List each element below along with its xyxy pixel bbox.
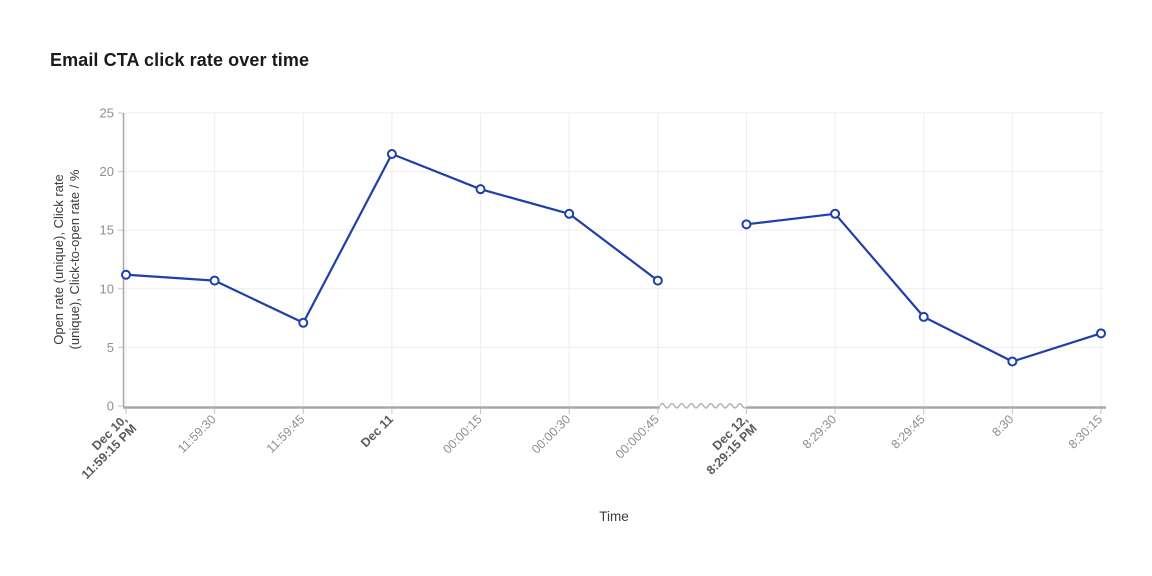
x-tick-label-group: Dec 12,8:29:15 PM [694, 412, 760, 477]
x-tick-label-group: Dec 11 [358, 412, 396, 450]
chart-title: Email CTA click rate over time [50, 50, 310, 70]
axis-break-icon [659, 402, 747, 409]
x-tick-label: 00:00:30 [529, 412, 573, 456]
data-point[interactable] [918, 311, 929, 322]
data-point[interactable] [564, 208, 575, 219]
x-tick-label: 11:59:30 [175, 412, 219, 456]
y-axis-title: (unique), Click-to-open rate / % [67, 169, 82, 349]
x-tick-label-group: Dec 10,11:59:15 PM [70, 412, 140, 482]
x-tick-label: Dec 10,11:59:15 PM [70, 412, 140, 482]
y-tick-label: 20 [100, 164, 114, 179]
y-axis-title: Open rate (unique), Click rate [51, 174, 66, 345]
y-tick-label: 5 [107, 340, 114, 355]
x-tick-label: 8:29:45 [888, 412, 927, 451]
x-tick-label: 00:000:45 [613, 412, 662, 461]
y-tick-label: 0 [107, 399, 114, 414]
x-tick-label: 00:00:15 [440, 412, 484, 456]
x-tick-label-group: 8:30:15 [1066, 412, 1105, 451]
data-point[interactable] [209, 275, 220, 286]
data-point[interactable] [1096, 328, 1106, 339]
data-point[interactable] [386, 149, 397, 160]
x-tick-label: 8:30 [989, 412, 1016, 439]
x-tick-label: Dec 12,8:29:15 PM [694, 412, 759, 477]
y-tick-label: 10 [100, 281, 114, 296]
data-point[interactable] [830, 208, 841, 219]
x-tick-label: Dec 11 [358, 412, 396, 450]
data-point[interactable] [741, 219, 752, 230]
data-point[interactable] [1007, 356, 1018, 367]
x-tick-label-group: 11:59:45 [264, 412, 308, 456]
x-tick-label-group: 11:59:30 [175, 412, 219, 456]
x-tick-label-group: 8:29:45 [888, 412, 927, 451]
y-tick-label: 15 [100, 223, 114, 238]
x-tick-label: 8:29:30 [800, 412, 839, 451]
data-point[interactable] [298, 317, 309, 328]
x-tick-label-group: 00:000:45 [613, 412, 662, 461]
x-tick-label: 11:59:45 [264, 412, 308, 456]
x-tick-label-group: 00:00:15 [440, 412, 484, 456]
x-tick-label-group: 8:30 [989, 412, 1016, 439]
x-tick-label: 8:30:15 [1066, 412, 1105, 451]
data-point[interactable] [652, 275, 663, 286]
data-point[interactable] [475, 184, 486, 195]
x-tick-label-group: 8:29:30 [800, 412, 839, 451]
x-tick-label-group: 00:00:30 [529, 412, 573, 456]
data-point[interactable] [121, 269, 131, 280]
y-tick-label: 25 [100, 106, 114, 121]
x-axis-title: Time [599, 509, 629, 524]
